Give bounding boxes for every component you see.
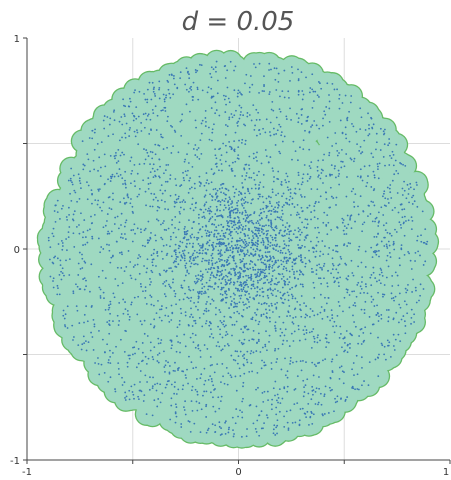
- chart-title: d = 0.05: [182, 7, 295, 37]
